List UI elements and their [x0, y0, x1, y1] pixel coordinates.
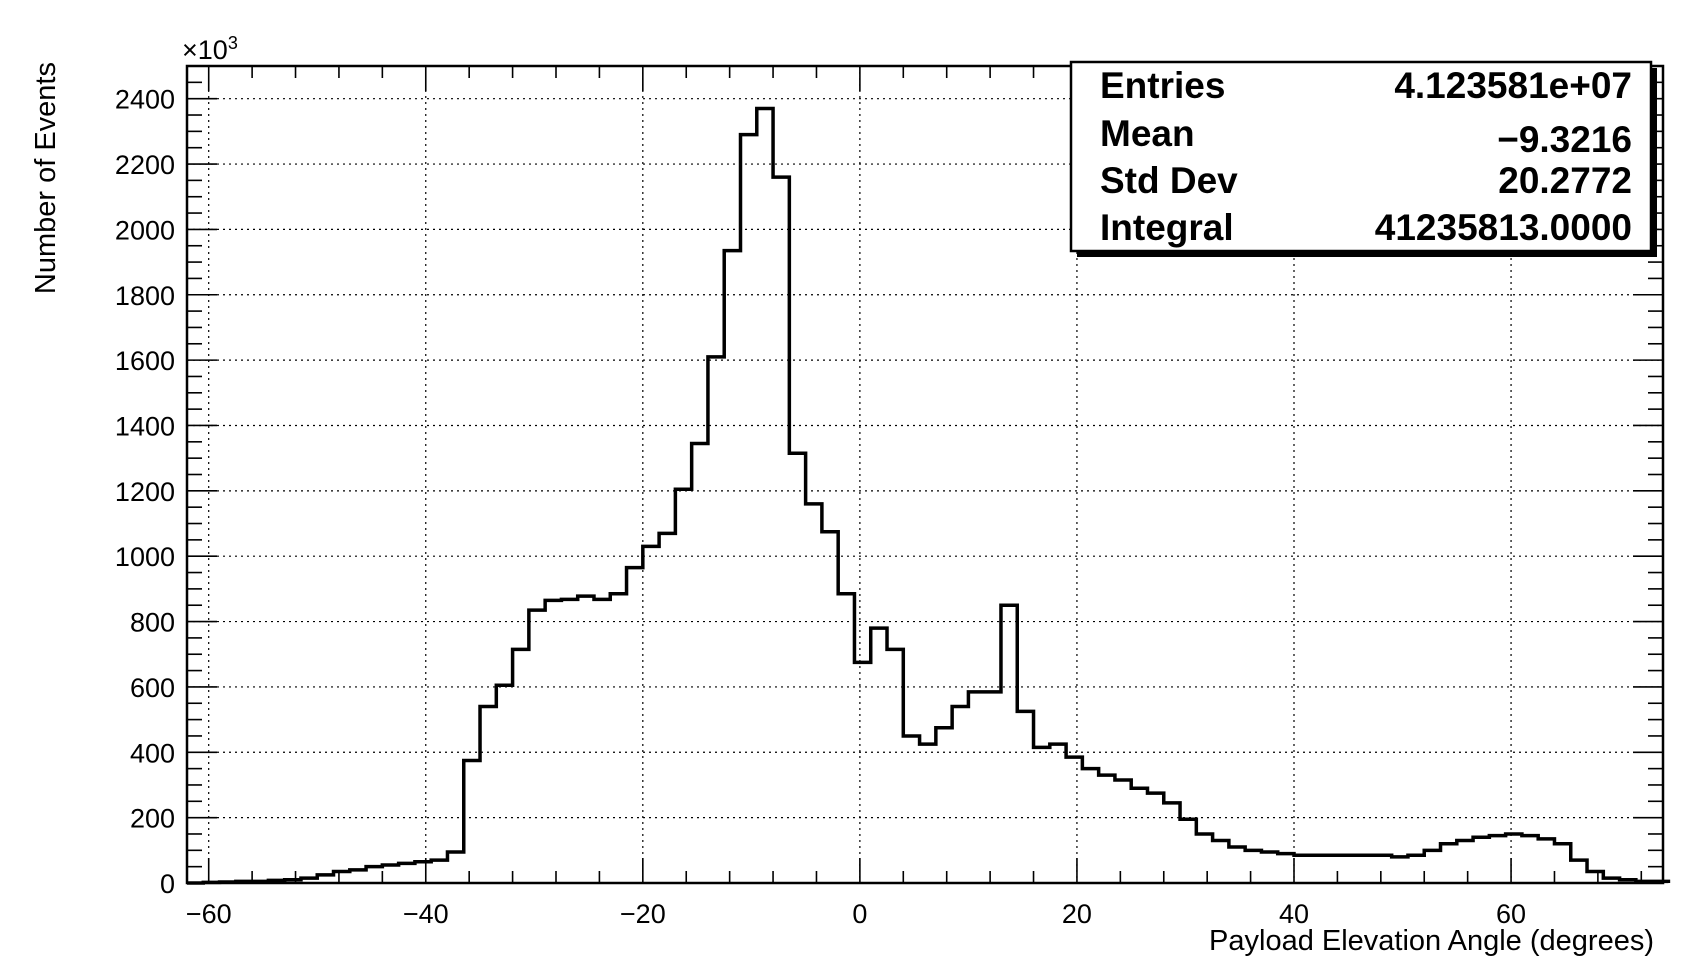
x-tick-label: 60: [1496, 899, 1526, 929]
x-axis-title: Payload Elevation Angle (degrees): [1209, 925, 1654, 957]
stats-box: Entries 4.123581e+07 Mean −9.3216 Std Dev 20.…: [1069, 60, 1657, 257]
stats-label: Std Dev: [1100, 160, 1238, 201]
x-tick-label: −20: [620, 899, 666, 929]
y-tick-label: 0: [160, 869, 175, 899]
stats-value: 41235813.0000: [1375, 207, 1632, 248]
y-tick-label: 400: [130, 738, 175, 768]
y-tick-label: 2400: [115, 85, 175, 115]
stats-label: Entries: [1100, 65, 1225, 106]
x-tick-label: 20: [1062, 899, 1092, 929]
y-tick-label: 1400: [115, 411, 175, 441]
grid: [187, 66, 1663, 884]
histogram-series: [187, 106, 1671, 885]
y-multiplier: ×103: [182, 33, 238, 65]
x-tick-label: 0: [852, 899, 867, 929]
x-tick-label: −40: [403, 899, 449, 929]
y-tick-label: 600: [130, 673, 175, 703]
stats-label: Mean: [1100, 113, 1195, 154]
y-tick-label: 2000: [115, 215, 175, 245]
y-axis-title: Number of Events: [30, 62, 62, 294]
x-tick-label: 40: [1279, 899, 1309, 929]
stats-value: 4.123581e+07: [1394, 65, 1632, 106]
x-tick-label: −60: [186, 899, 232, 929]
tick-labels: −60 −40 −20 0 20 40 60020040060080010001200140…: [115, 85, 1526, 929]
y-tick-label: 2200: [115, 150, 175, 180]
stats-box-background: [1069, 60, 1653, 253]
y-tick-label: 1600: [115, 346, 175, 376]
y-tick-label: 1200: [115, 477, 175, 507]
y-multiplier-exponent: 3: [228, 33, 238, 53]
y-tick-label: 200: [130, 804, 175, 834]
y-tick-label: 1000: [115, 542, 175, 572]
y-tick-label: 800: [130, 608, 175, 638]
stats-value: 20.2772: [1498, 160, 1632, 201]
y-tick-label: 1800: [115, 281, 175, 311]
stats-label: Integral: [1100, 207, 1234, 248]
stats-value: −9.3216: [1497, 119, 1632, 160]
